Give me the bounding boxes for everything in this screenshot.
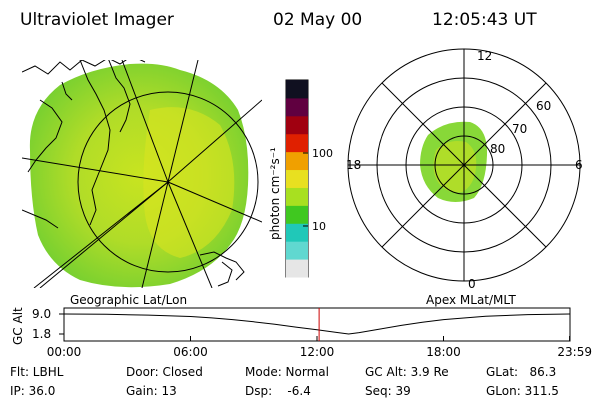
colorbar-band: [286, 241, 308, 260]
colorbar-tick-label: 10: [312, 220, 326, 233]
mlat-label-60: 60: [536, 99, 551, 113]
colorbar: 100 10 photon cm⁻²s⁻¹: [268, 79, 333, 278]
colorbar-band: [286, 259, 308, 278]
timeline-ytick-label: 9.0: [32, 307, 51, 321]
mlt-label-12: 12: [477, 49, 492, 63]
uv-image-bright-patch: [143, 107, 235, 259]
status-door: Door: Closed: [126, 365, 203, 379]
header-date: 02 May 00: [273, 10, 362, 30]
geographic-map: [22, 60, 262, 288]
status-gc-alt: GC Alt: 3.9 Re: [365, 365, 449, 379]
colorbar-band: [286, 115, 308, 135]
colorbar-band: [286, 97, 308, 117]
timeline-ytick-label: 1.8: [32, 327, 51, 341]
timeline-xtick-label: 23:59: [557, 345, 592, 359]
status-seq: Seq: 39: [365, 384, 411, 398]
mlat-label-80: 80: [490, 142, 505, 156]
header-time: 12:05:43 UT: [432, 10, 537, 30]
status-glon: GLon: 311.5: [486, 384, 559, 398]
status-gain: Gain: 13: [126, 384, 177, 398]
colorbar-band: [286, 80, 308, 99]
colorbar-label: photon cm⁻²s⁻¹: [268, 147, 282, 240]
lat-lon-grid: [22, 60, 262, 288]
mlat-label-70: 70: [512, 122, 527, 136]
colorbar-band: [286, 151, 308, 171]
status-glat: GLat: 86.3: [486, 365, 556, 379]
geographic-caption: Geographic Lat/Lon: [70, 293, 187, 307]
timeline-xtick-label: 00:00: [47, 345, 82, 359]
timeline-xtick-label: 12:00: [300, 345, 335, 359]
mlt-label-18: 18: [346, 158, 361, 172]
timeline-ylabel: GC Alt: [11, 307, 25, 345]
coastlines: [22, 60, 245, 287]
altitude-curve: [63, 313, 570, 335]
colorbar-band: [286, 133, 308, 153]
mlt-spokes: [348, 49, 580, 281]
status-mode: Mode: Normal: [245, 365, 329, 379]
mlt-label-0: 0: [468, 277, 476, 291]
polar-caption: Apex MLat/MLT: [426, 293, 516, 307]
status-block: Flt: LBHL IP: 36.0 Door: Closed Gain: 13…: [10, 365, 559, 398]
polar-plot: 12 18 6 0 60 70 80: [346, 48, 583, 291]
colorbar-band: [286, 205, 308, 224]
colorbar-band: [286, 187, 308, 206]
status-ip: IP: 36.0: [10, 384, 55, 398]
timeline-xtick-label: 18:00: [426, 345, 461, 359]
colorbar-band: [286, 223, 308, 242]
status-dsp: Dsp: -6.4: [245, 384, 311, 398]
colorbar-band: [286, 169, 308, 188]
status-flt: Flt: LBHL: [10, 365, 64, 379]
mlt-label-6: 6: [575, 158, 583, 172]
header-title: Ultraviolet Imager: [20, 10, 174, 30]
altitude-timeline: GC Alt 9.0 1.8 00:00 06:00 12:00 18:00 23:59: [11, 307, 592, 359]
timeline-xtick-label: 06:00: [173, 345, 208, 359]
colorbar-tick-label: 100: [312, 147, 333, 160]
